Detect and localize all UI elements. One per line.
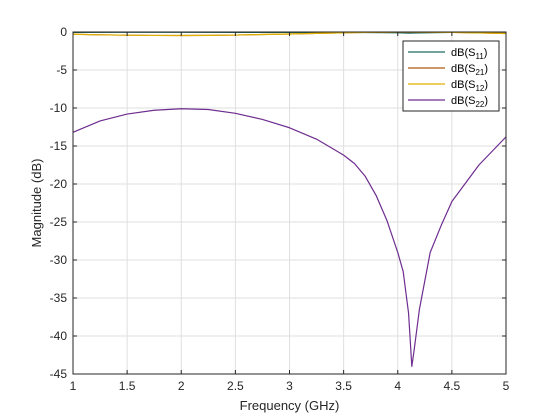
x-tick-label: 3.5 — [335, 379, 352, 393]
legend-label-s12: dB(S12) — [451, 79, 488, 93]
y-axis-title: Magnitude (dB) — [29, 159, 44, 248]
legend-label-end: ) — [484, 47, 488, 59]
y-tick-label: 0 — [60, 25, 67, 39]
legend: dB(S11)dB(S21)dB(S12)dB(S22) — [402, 40, 500, 112]
legend-label-subscript: 12 — [475, 84, 484, 93]
y-tick-label: -30 — [50, 253, 68, 267]
legend-label-subscript: 22 — [475, 100, 484, 109]
x-tick-label: 1 — [70, 379, 77, 393]
series-line-s22 — [72, 108, 507, 367]
legend-label-main: dB(S — [451, 63, 475, 75]
x-tick-label: 4 — [394, 379, 401, 393]
legend-label-end: ) — [484, 95, 488, 107]
y-tick-label: -5 — [56, 63, 67, 77]
x-axis-title: Frequency (GHz) — [240, 398, 340, 413]
legend-label-s11: dB(S11) — [451, 47, 487, 61]
y-tick-label: -35 — [50, 291, 68, 305]
y-tick-label: -10 — [50, 101, 68, 115]
x-tick-label: 4.5 — [444, 379, 461, 393]
axis-ticks — [72, 31, 507, 375]
legend-label-end: ) — [484, 79, 488, 91]
legend-box — [402, 40, 500, 112]
legend-label-subscript: 21 — [475, 68, 484, 77]
y-tick-label: -45 — [50, 367, 68, 381]
x-tick-labels: 1 1.5 2 2.5 3 3.5 4 4.5 5 — [70, 379, 510, 393]
legend-label-main: dB(S — [451, 79, 475, 91]
legend-label-main: dB(S — [451, 95, 475, 107]
legend-label-end: ) — [484, 63, 488, 75]
x-tick-label: 2 — [178, 379, 185, 393]
y-tick-label: -15 — [50, 139, 68, 153]
y-tick-label: -40 — [50, 329, 68, 343]
legend-label-s21: dB(S21) — [451, 63, 488, 77]
legend-label-s22: dB(S22) — [451, 95, 488, 109]
y-tick-label: -20 — [50, 177, 68, 191]
legend-label-subscript: 11 — [475, 52, 484, 61]
legend-label-main: dB(S — [451, 47, 475, 59]
x-tick-label: 2.5 — [227, 379, 244, 393]
y-tick-labels: 0 -5 -10 -15 -20 -25 -30 -35 -40 -45 — [50, 25, 68, 381]
x-tick-label: 5 — [503, 379, 510, 393]
x-tick-label: 3 — [286, 379, 293, 393]
x-tick-label: 1.5 — [119, 379, 136, 393]
y-tick-label: -25 — [50, 215, 68, 229]
